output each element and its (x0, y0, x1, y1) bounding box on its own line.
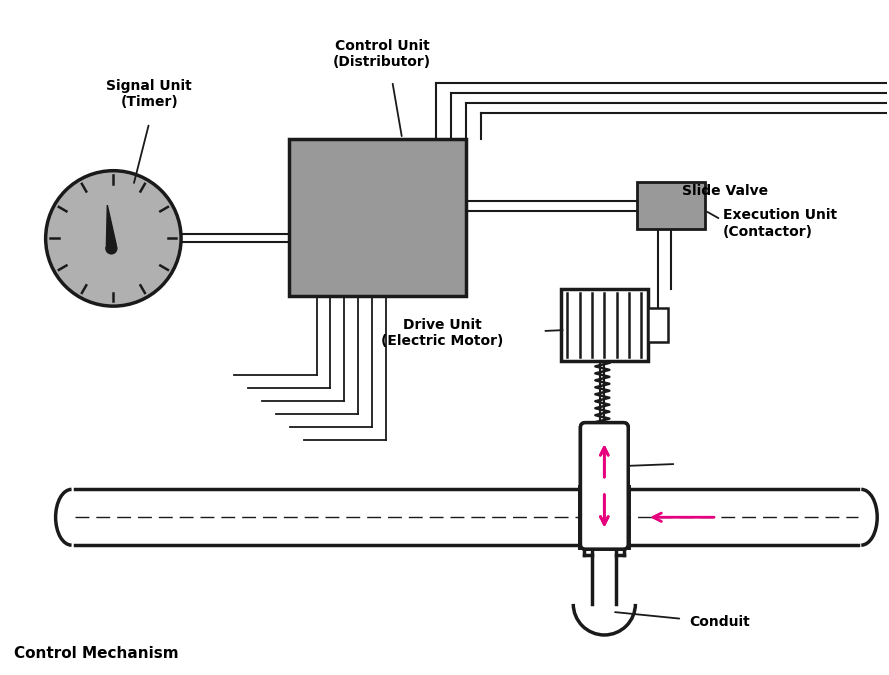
FancyBboxPatch shape (581, 423, 629, 549)
Bar (561, 289, 648, 361)
Bar (289, 139, 466, 296)
Text: Slide Valve: Slide Valve (682, 184, 768, 198)
Text: Signal Unit
(Timer): Signal Unit (Timer) (107, 79, 192, 109)
Bar (637, 182, 705, 230)
Polygon shape (107, 205, 116, 246)
Text: Conduit: Conduit (689, 615, 749, 629)
Circle shape (45, 171, 181, 306)
Text: Execution Unit
(Contactor): Execution Unit (Contactor) (723, 209, 837, 238)
Bar (582, 489, 626, 545)
Text: Drive Unit
(Electric Motor): Drive Unit (Electric Motor) (380, 318, 503, 348)
FancyBboxPatch shape (581, 423, 629, 549)
Text: Control Mechanism: Control Mechanism (14, 646, 179, 661)
Bar (648, 308, 668, 342)
Circle shape (106, 243, 116, 254)
Text: Control Unit
(Distributor): Control Unit (Distributor) (333, 39, 431, 69)
